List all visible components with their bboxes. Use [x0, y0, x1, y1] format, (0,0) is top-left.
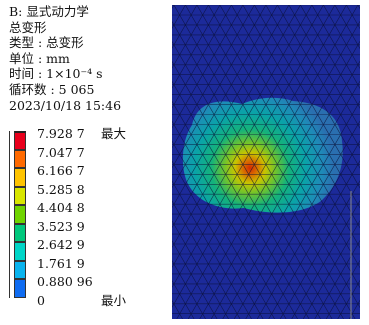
legend-bracket	[9, 131, 15, 298]
result-datetime: 2023/10/18 15:46	[9, 97, 122, 113]
legend-level-label: 3.523 9	[37, 218, 101, 234]
legend-level-label: 5.285 8	[37, 181, 101, 197]
legend-tag: 最大	[101, 126, 127, 141]
legend-swatch	[14, 205, 26, 224]
legend-value: 0.880 96	[37, 274, 93, 289]
legend-value: 3.523 9	[37, 218, 85, 234]
legend-value: 2.642 9	[37, 237, 85, 252]
legend-value: 1.761 9	[37, 255, 85, 271]
result-unit: 单位 : mm	[9, 50, 70, 66]
legend-value: 6.166 7	[37, 163, 85, 178]
legend-swatch	[14, 186, 26, 205]
legend-swatch	[14, 260, 26, 279]
legend-value: 7.047 7	[37, 144, 85, 160]
legend-swatch	[14, 168, 26, 187]
legend-level-label: 7.047 7	[37, 144, 101, 160]
legend-value: 5.285 8	[37, 181, 85, 197]
legend-level-label: 0.880 96	[37, 275, 101, 289]
legend-value: 0	[37, 292, 45, 308]
result-type: 类型 : 总变形	[9, 35, 84, 51]
deformation-zone	[182, 97, 343, 213]
legend-level-label: 0 最小	[37, 292, 127, 308]
analysis-title: B: 显式动力学	[9, 4, 89, 19]
legend-level-label: 4.404 8	[37, 201, 101, 215]
result-info-block: B: 显式动力学 总变形 类型 : 总变形 单位 : mm 时间 : 1×10⁻…	[9, 4, 121, 113]
legend-swatch	[14, 131, 26, 150]
legend-level-label: 2.642 9	[37, 238, 101, 252]
mesh-grid	[172, 5, 360, 319]
legend-swatch	[14, 242, 26, 261]
result-cycles: 循环数 : 5 065	[9, 81, 95, 97]
legend-tag: 最小	[101, 292, 127, 308]
model-viewport[interactable]	[172, 5, 364, 325]
legend-swatch	[14, 223, 26, 242]
legend-value: 4.404 8	[37, 200, 85, 215]
legend-level-label: 7.928 7 最大	[37, 127, 126, 141]
result-time: 时间 : 1×10⁻⁴ s	[9, 66, 103, 82]
legend-swatch	[14, 149, 26, 168]
legend-level-label: 6.166 7	[37, 164, 101, 178]
legend-swatch	[14, 279, 26, 298]
result-name: 总变形	[9, 19, 47, 35]
legend-level-label: 1.761 9	[37, 255, 101, 271]
deformed-plate-mesh	[172, 5, 360, 319]
legend-value: 7.928 7	[37, 126, 85, 141]
mesh-lines	[172, 5, 360, 319]
